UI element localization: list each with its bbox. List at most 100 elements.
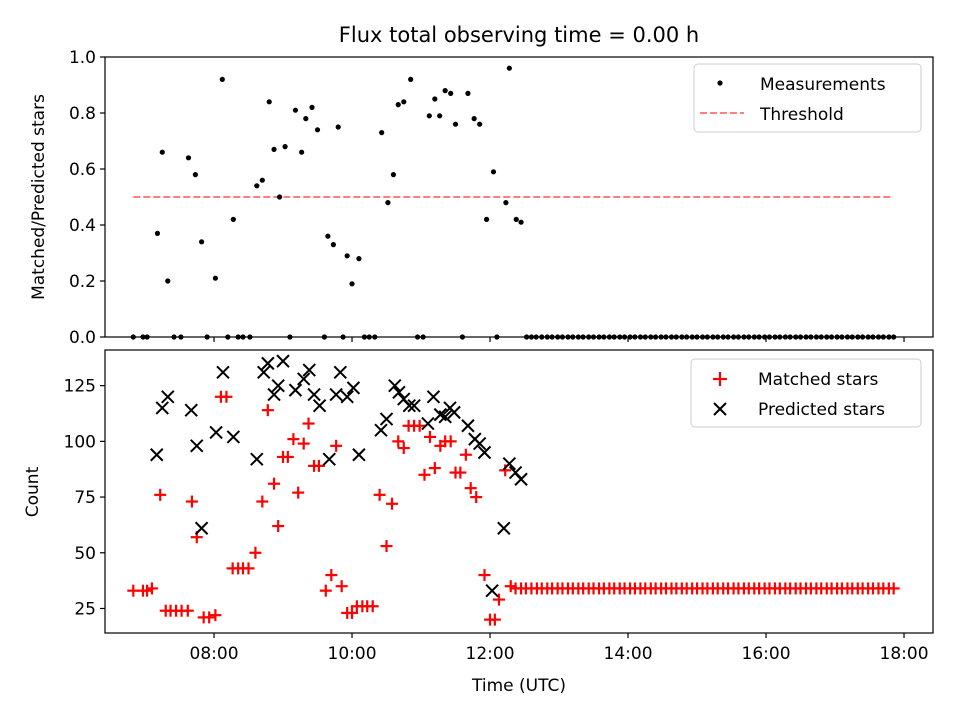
bottom-legend-box: [690, 358, 922, 428]
predicted-star-point: [407, 399, 421, 413]
measurement-point: [219, 76, 225, 82]
matched-star-point: [488, 613, 501, 626]
predicted-star-point: [261, 356, 275, 371]
predicted-star-point: [392, 385, 406, 400]
x-axis-label: Time (UTC): [471, 676, 566, 696]
predicted-x-b: [477, 445, 492, 460]
matched-star-point: [413, 419, 426, 432]
matched-star-point: [319, 584, 332, 597]
matched-star-point: [302, 417, 315, 430]
predicted-x-b: [352, 448, 366, 462]
matched-star-point: [380, 540, 393, 553]
matched-star-point: [330, 439, 343, 452]
measurement-point: [408, 76, 414, 82]
predicted-x-b: [161, 390, 175, 404]
predicted-star-point: [322, 452, 336, 466]
bottom-axes-frame: [104, 349, 934, 634]
predicted-star-point: [333, 365, 347, 379]
predicted-star-point: [346, 381, 361, 395]
top-y-tick-label: 0.2: [69, 272, 96, 292]
top-panel: 0.0 0.2 0.4 0.6 0.8 1.0 Matched/Predicted sta…: [29, 48, 934, 348]
measurement-point: [309, 104, 315, 110]
predicted-x-b: [485, 583, 499, 598]
matched-star-point: [444, 435, 457, 448]
predicted-x-b: [426, 390, 441, 404]
predicted-x-b: [190, 439, 204, 453]
predicted-star-point: [402, 399, 416, 413]
matched-star-point: [335, 580, 348, 593]
measurement-point: [401, 99, 407, 105]
bottom-y-tick-label: 50: [74, 544, 96, 564]
bottom-x-ticks: 08:00 10:00 12:00 14:00 16:00 18:00: [190, 633, 929, 664]
matched-star-point: [203, 611, 216, 624]
predicted-x-b: [502, 456, 517, 471]
measurement-point: [477, 121, 483, 127]
measurement-point: [271, 146, 277, 152]
measurement-point: [506, 65, 512, 71]
predicted-star-point: [438, 410, 452, 424]
matched-star-point: [242, 562, 255, 575]
predicted-x-b: [514, 472, 528, 486]
top-y-tick-label: 0.8: [69, 104, 96, 124]
predicted-x-b: [276, 354, 290, 368]
matched-star-point: [261, 404, 274, 417]
matched-star-point: [145, 582, 158, 595]
matched-star-point: [312, 459, 325, 472]
measurement-point: [282, 144, 288, 150]
measurement-point: [276, 194, 283, 200]
bottom-panel: 25 50 75 100 125 08:00 10:00 12:00 14:00 16:00 18…: [23, 349, 934, 664]
predicted-x-b: [407, 399, 421, 413]
predicted-star-point: [302, 363, 316, 377]
predicted-star-point: [209, 425, 223, 440]
predicted-star-point: [421, 416, 435, 431]
predicted-star-point: [352, 448, 366, 462]
predicted-star-point: [426, 390, 441, 404]
matched-star-point: [297, 437, 310, 450]
predicted-x-b: [346, 381, 361, 395]
matched-star-point: [256, 495, 269, 508]
x-tick-label: 12:00: [466, 644, 515, 664]
predicted-x-b: [333, 365, 347, 379]
matched-star-point: [346, 606, 359, 619]
measurement-point: [385, 200, 391, 206]
legend-matched-label: Matched stars: [758, 370, 878, 390]
predicted-x-b: [461, 419, 475, 433]
predicted-star-point: [216, 365, 230, 379]
predicted-x-b: [379, 412, 394, 426]
legend-matched-marker: [713, 372, 727, 386]
matched-star-point: [281, 450, 294, 463]
legend-predicted-marker: [713, 402, 727, 416]
predicted-star-point: [194, 521, 209, 535]
measurement-point: [185, 155, 192, 161]
predicted-x-b: [184, 403, 198, 417]
matched-star-point: [418, 468, 431, 481]
measurement-point: [159, 149, 165, 155]
predicted-x-b: [150, 448, 164, 462]
predicted-star-point: [477, 445, 492, 460]
predicted-star-point: [379, 412, 394, 426]
measurement-point: [448, 90, 454, 96]
matched-star-point: [249, 546, 262, 559]
predicted-x-b: [256, 365, 271, 379]
measurement-point: [518, 219, 524, 225]
predicted-x-b: [194, 521, 209, 535]
measurement-point: [259, 177, 265, 183]
legend-measurements-marker: [717, 80, 723, 86]
measurement-point: [490, 169, 497, 175]
measurement-point: [483, 216, 490, 222]
predicted-x-b: [388, 378, 402, 393]
top-legend: Measurements Threshold: [693, 63, 922, 133]
predicted-x-b: [271, 378, 285, 393]
matched-star-point: [185, 495, 198, 508]
predicted-stars-points: [150, 354, 528, 598]
measurement-point: [303, 116, 309, 122]
predicted-star-point: [307, 387, 321, 402]
measurement-point: [349, 281, 355, 287]
predicted-star-point: [497, 521, 511, 535]
matched-star-point: [287, 433, 300, 446]
top-axes-frame: [104, 56, 934, 338]
predicted-x-b: [397, 392, 411, 406]
predicted-x-b: [226, 430, 241, 444]
bottom-y-tick-label: 75: [74, 488, 96, 508]
legend-threshold-label: Threshold: [759, 105, 844, 125]
